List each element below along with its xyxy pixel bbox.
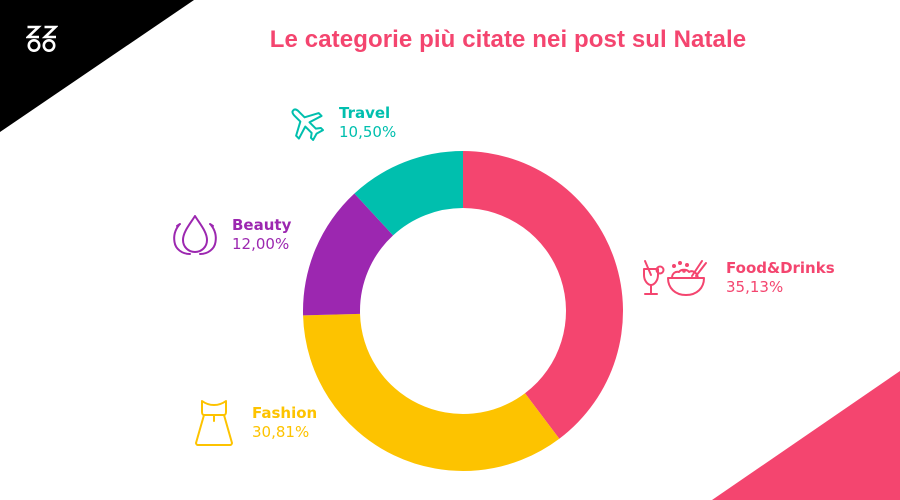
legend-food-drinks: Food&Drinks 35,13% xyxy=(640,257,835,299)
chart-title: Le categorie più citate nei post sul Nat… xyxy=(269,26,747,53)
legend-fashion: Fashion 30,81% xyxy=(193,398,317,448)
airplane-icon xyxy=(291,108,324,141)
dress-icon xyxy=(195,400,233,446)
fashion-label: Fashion xyxy=(252,403,318,422)
food-drinks-label: Food&Drinks xyxy=(726,258,835,277)
travel-value: 10,50% xyxy=(339,123,397,141)
legend-beauty: Beauty 12,00% xyxy=(170,212,291,258)
donut-segment-food-drinks xyxy=(463,151,623,439)
donut-segment-fashion xyxy=(303,313,560,471)
beauty-label: Beauty xyxy=(232,215,292,234)
lotus-icon xyxy=(173,215,217,255)
donut-segment-beauty xyxy=(303,193,394,316)
corner-decoration-bottom-right xyxy=(712,371,900,500)
legend-travel: Travel 10,50% xyxy=(285,102,396,144)
cocktail-bowl-icon xyxy=(643,260,707,296)
travel-label: Travel xyxy=(339,103,391,122)
beauty-value: 12,00% xyxy=(232,235,290,253)
donut-segment-travel xyxy=(354,151,463,236)
logo-icon xyxy=(26,25,58,52)
fashion-value: 30,81% xyxy=(252,423,310,441)
food-drinks-value: 35,13% xyxy=(726,278,784,296)
donut-chart xyxy=(303,151,623,471)
corner-decoration-top-left xyxy=(0,0,194,132)
